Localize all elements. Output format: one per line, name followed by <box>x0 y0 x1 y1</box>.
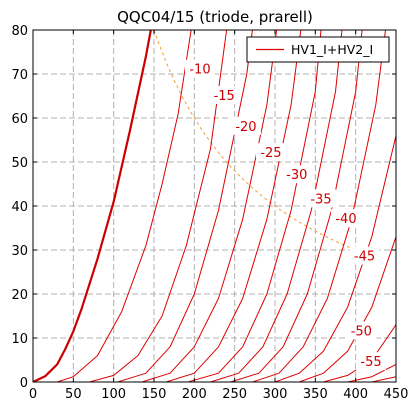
series-line-11 <box>298 236 396 382</box>
y-tick-label: 10 <box>11 332 28 347</box>
curve-label-1: -15 <box>214 89 235 104</box>
x-tick-label: 200 <box>182 387 207 402</box>
series-line-14 <box>371 376 396 382</box>
curve-label-bg <box>330 209 361 228</box>
y-tick-label: 30 <box>11 244 28 259</box>
curve-label-7: -45 <box>354 250 375 265</box>
curve-label-bg <box>184 59 215 78</box>
curve-label-bg <box>349 246 380 265</box>
x-tick-label: 400 <box>343 387 368 402</box>
curve-label-0: -10 <box>189 63 210 78</box>
curve-label-9: -55 <box>360 355 381 370</box>
dissipation-curve <box>153 29 364 254</box>
y-tick-label: 60 <box>11 112 28 127</box>
series-line-5 <box>165 30 302 382</box>
series-layer <box>33 30 396 382</box>
y-tick-label: 80 <box>11 24 28 39</box>
y-tick-label: 20 <box>11 288 28 303</box>
legend-entry: HV1_I+HV2_I <box>291 42 373 57</box>
curve-label-bg <box>305 189 336 208</box>
series-line-0 <box>33 30 152 382</box>
legend: HV1_I+HV2_I <box>246 36 390 63</box>
series-line-1 <box>56 30 192 382</box>
series-line-3 <box>117 30 253 382</box>
x-tick-label: 150 <box>142 387 167 402</box>
x-tick-label: 300 <box>263 387 288 402</box>
series-line-9 <box>251 30 386 382</box>
series-line-6 <box>187 30 322 382</box>
curve-label-6: -40 <box>335 212 356 227</box>
series-line-8 <box>230 30 363 382</box>
series-line-10 <box>274 135 396 382</box>
curve-label-bg <box>255 143 286 162</box>
series-line-4 <box>141 30 278 382</box>
series-line-7 <box>210 30 343 382</box>
x-tick-label: 0 <box>29 387 37 402</box>
y-tick-label: 40 <box>11 200 28 215</box>
x-tick-label: 50 <box>65 387 82 402</box>
curve-label-bg <box>281 165 312 184</box>
curve-label-bg <box>209 86 240 104</box>
y-tick-label: 70 <box>11 68 28 83</box>
curve-labels: -10 -15 -20 -25 -30-35 -40 -45 -50 -55 <box>184 59 386 371</box>
curve-label-bg <box>230 116 261 135</box>
axis-ticks: 0 50 100 150 200 250 300 350 400 450 0 10 20 30 40 50 60… <box>11 24 408 402</box>
curve-label-bg <box>355 352 386 371</box>
curve-label-bg <box>346 321 377 340</box>
curve-label-5: -35 <box>310 192 331 207</box>
y-tick-label: 0 <box>20 376 28 391</box>
x-tick-label: 250 <box>222 387 247 402</box>
x-tick-label: 100 <box>101 387 126 402</box>
curve-label-3: -25 <box>260 146 281 161</box>
curve-label-2: -20 <box>235 120 256 135</box>
curve-label-4: -30 <box>286 168 307 183</box>
series-line-2 <box>89 30 228 382</box>
dissipation-line <box>153 29 364 254</box>
y-tick-label: 50 <box>11 156 28 171</box>
curve-label-8: -50 <box>351 324 372 339</box>
x-tick-label: 350 <box>303 387 328 402</box>
x-tick-label: 450 <box>384 387 409 402</box>
chart-title: QQC04/15 (triode, prarell) <box>117 8 313 26</box>
